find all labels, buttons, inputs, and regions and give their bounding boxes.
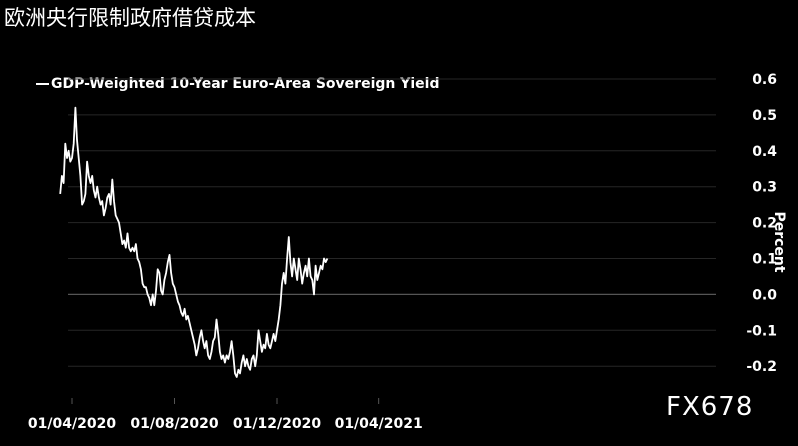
series-lines: [59, 106, 329, 378]
legend-label: GDP-Weighted 10-Year Euro-Area Sovereign…: [51, 76, 440, 92]
y-tick-label: 0.1: [752, 252, 777, 268]
y-tick-label: -0.2: [746, 359, 777, 375]
y-tick-label: -0.1: [746, 323, 777, 339]
grid-lines: [68, 78, 716, 367]
x-tick-label: 01/08/2020: [130, 416, 218, 432]
x-tick-label: 01/04/2021: [335, 416, 423, 432]
y-tick-label: 0.3: [752, 180, 777, 196]
x-axis-ticks: 01/04/2020 01/08/2020 01/12/2020 01/04/2021: [28, 398, 423, 432]
y-tick-label: 0.4: [752, 144, 777, 160]
y-tick-label: 0.6: [752, 72, 777, 88]
y-tick-label: 0.5: [752, 108, 777, 124]
y-tick-label: 0.2: [752, 216, 777, 232]
page-title: 欧洲央行限制政府借贷成本: [4, 6, 256, 30]
watermark-logo: FX678: [666, 392, 754, 422]
x-tick-label: 01/12/2020: [233, 416, 321, 432]
y-axis-label: Percent: [771, 211, 787, 272]
y-axis-ticks: 0.6 0.5 0.4 0.3 0.2 0.1 0.0 -0.1 -0.2: [746, 72, 777, 375]
series-line: [59, 106, 329, 378]
y-tick-label: 0.0: [752, 287, 777, 303]
chart-legend: GDP-Weighted 10-Year Euro-Area Sovereign…: [36, 76, 439, 92]
x-tick-label: 01/04/2020: [28, 416, 116, 432]
legend-line-swatch: [36, 83, 49, 85]
